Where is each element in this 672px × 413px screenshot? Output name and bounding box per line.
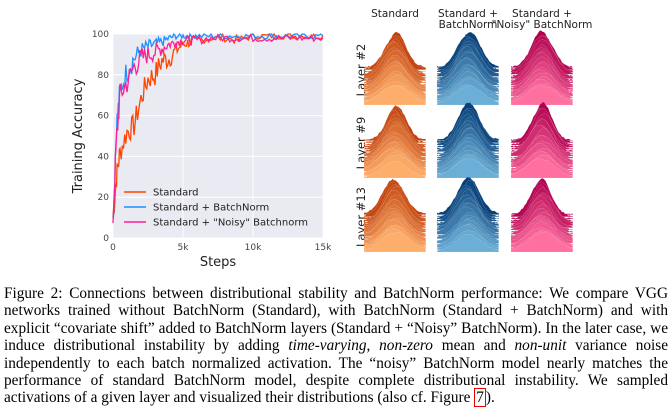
row-label: Layer #9 <box>354 117 368 170</box>
caption-text: variance noise independently to each bat… <box>4 337 668 407</box>
ridge-plot-1-1 <box>363 31 427 106</box>
ridge-plot-3-1 <box>363 178 427 253</box>
row-label: Layer #2 <box>354 44 368 97</box>
ridge-distribution <box>510 231 574 253</box>
y-tick-label: 0 <box>103 234 109 244</box>
ridge-distribution <box>436 233 500 253</box>
series-line <box>112 32 324 218</box>
caption-italic: time-varying <box>288 337 367 355</box>
figure-caption: Figure 2: Connections between distributi… <box>4 285 668 408</box>
ridge-distribution <box>363 85 427 106</box>
training-accuracy-chart: 0 5k 10k 15k 0 20 40 60 80 100 Steps Training Accur… <box>71 30 332 270</box>
y-tick-label: 80 <box>98 71 110 81</box>
ridge-plot-3-3 <box>510 177 574 253</box>
caption-text: mean and <box>432 337 515 355</box>
plot-background <box>113 34 323 238</box>
series-line <box>112 33 324 224</box>
caption-italic: non-unit <box>514 337 567 355</box>
y-tick-label: 20 <box>98 193 110 203</box>
column-header: Standard + <box>438 8 498 20</box>
legend-label: Standard + "Noisy" Batchnorm <box>153 218 308 229</box>
column-header: Standard + <box>512 8 572 20</box>
x-tick-label: 10k <box>245 243 262 253</box>
ridge-plot-2-2 <box>436 101 500 179</box>
series-line <box>112 32 324 219</box>
caption-text: ). <box>485 389 495 407</box>
ridge-plot-1-2 <box>436 31 500 106</box>
y-axis-label: Training Accuracy <box>71 78 86 194</box>
caption-text: Figure 2: Connections between distributi… <box>4 285 668 355</box>
column-header: "Noisy" BatchNorm <box>492 19 593 31</box>
column-header: BatchNorm <box>439 19 498 31</box>
caption-text: , <box>366 337 380 355</box>
ridge-distribution <box>436 158 500 179</box>
x-tick-label: 15k <box>315 243 332 253</box>
x-tick-label: 5k <box>178 243 190 253</box>
ridge-distribution <box>510 85 574 106</box>
x-axis-label: Steps <box>200 255 237 270</box>
ridge-plot-2-1 <box>363 104 427 179</box>
x-tick-label: 0 <box>110 243 116 253</box>
ridge-plot-1-3 <box>510 30 574 106</box>
ridge-plot-3-2 <box>436 176 500 253</box>
column-header: Standard <box>371 8 419 20</box>
legend-label: Standard <box>153 188 199 199</box>
legend-label: Standard + BatchNorm <box>153 203 269 214</box>
y-tick-label: 60 <box>98 112 110 122</box>
caption-italic: non-zero <box>379 337 433 355</box>
y-tick-label: 40 <box>98 152 110 162</box>
ridge-distribution <box>363 231 427 253</box>
figure-reference-link[interactable]: 7 <box>474 388 486 408</box>
ridge-distribution <box>363 160 427 179</box>
ridge-distribution <box>510 158 574 179</box>
y-tick-label: 100 <box>92 30 109 40</box>
ridge-plot-2-3 <box>510 101 574 179</box>
ridge-distribution <box>436 85 500 106</box>
